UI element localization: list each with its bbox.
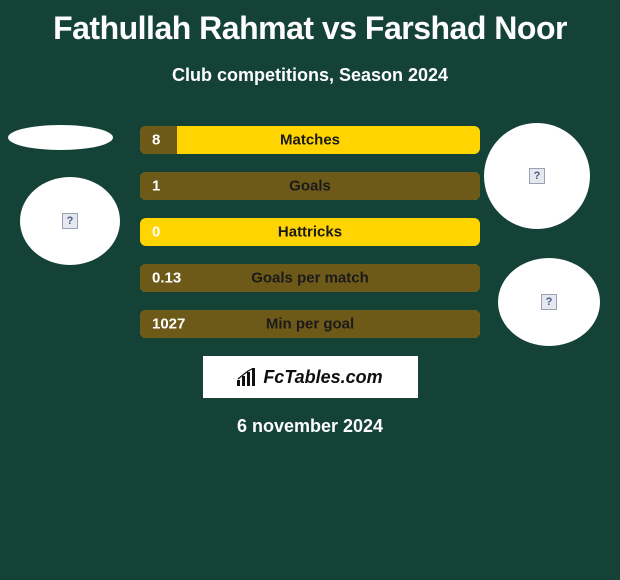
chart-icon xyxy=(237,368,259,386)
stat-bar-row: 0Hattricks xyxy=(140,218,480,246)
stat-bar-label: Min per goal xyxy=(140,316,480,333)
stat-bar-row: 1Goals xyxy=(140,172,480,200)
stat-bars: 8Matches 1Goals 0Hattricks 0.13Goals per ma… xyxy=(140,126,480,338)
stat-bar-row: 8Matches xyxy=(140,126,480,154)
stat-bar-label: Goals xyxy=(140,178,480,195)
stat-bar-row: 1027Min per goal xyxy=(140,310,480,338)
stat-bar-label: Hattricks xyxy=(140,224,480,241)
comparison-title: Fathullah Rahmat vs Farshad Noor xyxy=(0,0,620,47)
brand-box: FcTables.com xyxy=(203,356,418,398)
stat-bar-label: Goals per match xyxy=(140,270,480,287)
stats-area: 8Matches 1Goals 0Hattricks 0.13Goals per ma… xyxy=(0,126,620,437)
stat-bar-row: 0.13Goals per match xyxy=(140,264,480,292)
comparison-subtitle: Club competitions, Season 2024 xyxy=(0,65,620,86)
brand-text: FcTables.com xyxy=(263,367,382,388)
stat-bar-label: Matches xyxy=(140,132,480,149)
generated-date: 6 november 2024 xyxy=(0,416,620,437)
